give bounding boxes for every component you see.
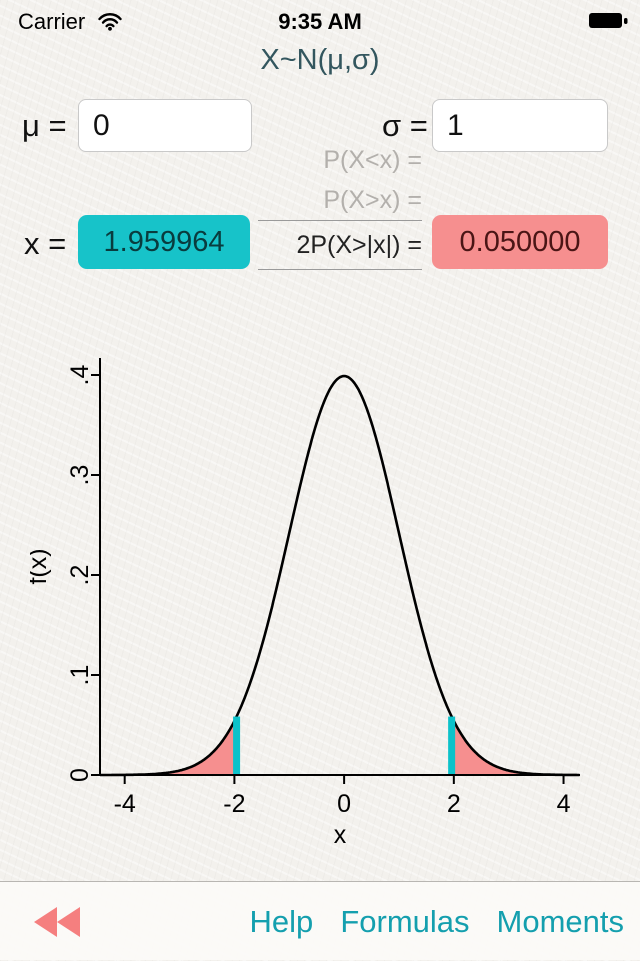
battery-icon [588, 12, 628, 35]
chart-area: -4 -2 0 2 4 0 .1 .2 .3 .4 x f(x) [24, 330, 620, 860]
svg-text:x: x [334, 821, 347, 849]
wifi-icon [98, 12, 122, 36]
rewind-back-icon[interactable] [30, 904, 84, 945]
svg-text:-2: -2 [223, 790, 245, 818]
svg-text:-4: -4 [114, 790, 136, 818]
mu-input[interactable] [78, 99, 252, 152]
x-label: x = [24, 226, 67, 261]
moments-button[interactable]: Moments [496, 903, 624, 939]
two-tail-probability-field[interactable]: 0.050000 [432, 215, 608, 269]
svg-text:.1: .1 [66, 665, 94, 686]
p-less-than-row[interactable]: P(X<x) = [323, 146, 422, 174]
svg-text:2: 2 [447, 790, 461, 818]
svg-text:0: 0 [337, 790, 351, 818]
svg-text:0: 0 [66, 768, 94, 782]
svg-text:f(x): f(x) [30, 548, 52, 584]
status-bar: Carrier 9:35 AM [0, 0, 640, 42]
two-tail-row[interactable]: 2P(X>|x|) = [258, 220, 422, 270]
mu-label: μ = [22, 108, 67, 143]
p-greater-than-row[interactable]: P(X>x) = [323, 186, 422, 214]
probability-mode-stack: P(X<x) = P(X>x) = 2P(X>|x|) = [258, 140, 422, 270]
distribution-plot: -4 -2 0 2 4 0 .1 .2 .3 .4 x f(x) [24, 358, 580, 849]
svg-text:.4: .4 [66, 364, 94, 385]
toolbar-links: Help Formulas Moments [250, 882, 624, 961]
svg-text:4: 4 [557, 790, 571, 818]
svg-text:.3: .3 [66, 465, 94, 486]
svg-text:.2: .2 [66, 565, 94, 586]
help-button[interactable]: Help [249, 903, 314, 939]
sigma-label: σ = [382, 108, 428, 143]
x-value-field[interactable]: 1.959964 [78, 215, 250, 269]
sigma-input[interactable] [432, 99, 608, 152]
bottom-toolbar: Help Formulas Moments [0, 881, 640, 960]
clock: 9:35 AM [278, 9, 362, 34]
carrier-label: Carrier [18, 9, 86, 34]
page-title: X~N(μ,σ) [260, 44, 380, 76]
formulas-button[interactable]: Formulas [340, 903, 470, 939]
